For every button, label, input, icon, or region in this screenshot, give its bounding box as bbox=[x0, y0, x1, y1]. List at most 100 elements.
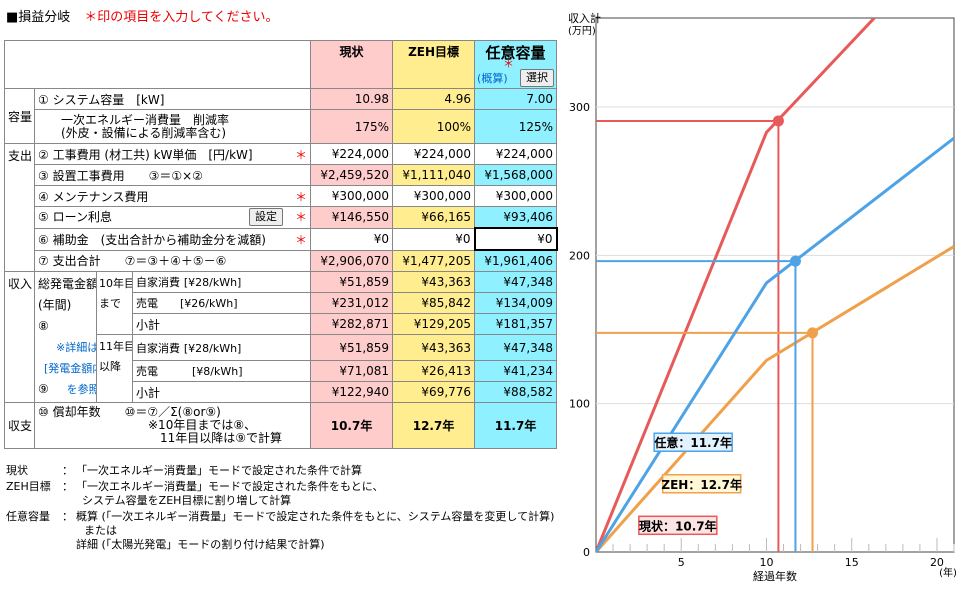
note-key: ZEH目標 bbox=[6, 480, 51, 493]
maint-current[interactable]: ¥300,000 bbox=[310, 185, 394, 207]
series-group bbox=[596, 18, 954, 552]
unit-price-optional[interactable]: ¥224,000 bbox=[474, 143, 558, 165]
sub2-current: ¥122,940 bbox=[310, 381, 394, 403]
self2-current: ¥51,859 bbox=[310, 334, 394, 361]
note-key: 任意容量 bbox=[6, 510, 50, 523]
section-income: 収入 bbox=[4, 271, 35, 403]
col-optional-sub: (概算) bbox=[477, 72, 508, 85]
note-optional: 任意容量 ：概算 (「一次エネルギー消費量」モードで設定された条件をもとに、システ… bbox=[6, 510, 554, 552]
page-title: ■損益分岐 bbox=[6, 10, 71, 25]
x-tick-label: 15 bbox=[845, 556, 859, 569]
per-year-label: (年間) bbox=[38, 298, 72, 312]
loan-current: ¥146,550 bbox=[310, 206, 394, 229]
self-label: 自家消費 bbox=[136, 341, 180, 355]
x-tick-label: 10 bbox=[759, 556, 773, 569]
self-unit: [¥28/kWh] bbox=[183, 276, 242, 289]
self1-zeh: ¥43,363 bbox=[392, 271, 476, 293]
settings-button[interactable]: 設定 bbox=[249, 208, 284, 227]
note-key: 現状 bbox=[6, 464, 28, 477]
reduction-label: 一次エネルギー消費量 削減率 (外皮・設備による削減率含む) bbox=[33, 109, 312, 144]
table-row: ⑤ ローン利息 ＊ 設定 ¥146,550 ¥66,165 ¥93,406 bbox=[5, 206, 558, 229]
breakeven-table: 現状 ZEH目標 任意容量 ＊ (概算) 選択 容量 ① システム容量 [kW]… bbox=[3, 40, 558, 449]
install-label: ③ 設置工事費用 ③＝①×② bbox=[33, 164, 312, 186]
total-exp-zeh: ¥1,477,205 bbox=[392, 249, 476, 272]
loan-label: ⑤ ローン利息 ＊ 設定 bbox=[33, 206, 312, 229]
sub1-zeh: ¥129,205 bbox=[392, 313, 476, 335]
x-axis-label: 経過年数 bbox=[753, 569, 797, 583]
subsidy-zeh[interactable]: ¥0 bbox=[392, 227, 476, 251]
note-current: 現状 ：「一次エネルギー消費量」モードで設定された条件で計算 bbox=[6, 464, 554, 478]
self-unit: [¥28/kWh] bbox=[183, 341, 242, 355]
reduction-zeh: 100% bbox=[392, 109, 476, 144]
payback-label: 任意：11.7年 bbox=[653, 435, 732, 450]
self1-label: 自家消費 [¥28/kWh] bbox=[131, 271, 312, 293]
payback-zeh: 12.7年 bbox=[392, 402, 476, 449]
table-row: ④ メンテナンス費用 ＊ ¥300,000 ¥300,000 ¥300,000 bbox=[5, 185, 558, 207]
table-row: ⑦ 支出合計 ⑦＝③＋④＋⑤－⑥ ¥2,906,070 ¥1,477,205 ¥… bbox=[5, 249, 558, 272]
y-axis-label: 収入計 bbox=[568, 11, 601, 25]
period-after11: 11年目 以降 bbox=[96, 334, 133, 403]
capacity-optional[interactable]: 7.00 bbox=[474, 88, 558, 110]
maint-text: ④ メンテナンス費用 bbox=[38, 189, 149, 204]
sell-unit: [¥26/kWh] bbox=[180, 297, 238, 310]
y-tick-label: 300 bbox=[569, 101, 590, 114]
series-line-2 bbox=[596, 136, 954, 552]
capacity-label: ① システム容量 [kW] bbox=[33, 88, 312, 110]
maint-zeh[interactable]: ¥300,000 bbox=[392, 185, 476, 207]
sell1-current: ¥231,012 bbox=[310, 292, 394, 314]
detail-ref: を参照 bbox=[66, 383, 97, 396]
reduction-optional: 125% bbox=[474, 109, 558, 144]
unit-price-zeh[interactable]: ¥224,000 bbox=[392, 143, 476, 165]
loan-zeh: ¥66,165 bbox=[392, 206, 476, 229]
series-line-0 bbox=[596, 18, 877, 552]
detail-link[interactable]: [発電金額内訳] bbox=[44, 362, 97, 375]
gen-total-label: 総発電金額 bbox=[38, 277, 97, 291]
sell1-optional: ¥134,009 bbox=[474, 292, 558, 314]
maint-label: ④ メンテナンス費用 ＊ bbox=[33, 185, 312, 207]
subsidy-current[interactable]: ¥0 bbox=[310, 227, 394, 251]
maint-optional[interactable]: ¥300,000 bbox=[474, 185, 558, 207]
asterisk-icon: ＊ bbox=[503, 57, 515, 70]
notes: 現状：「一次エネルギー消費量」モードで設定された条件で計算 ZEH目標 ：「一次エ… bbox=[6, 464, 554, 552]
self-label: 自家消費 bbox=[136, 276, 180, 289]
note-colon: ： bbox=[62, 480, 73, 493]
note-text: 「一次エネルギー消費量」モードで設定された条件をもとに、 bbox=[76, 480, 384, 493]
gen-total-cell: 総発電金額 ? (年間) ⑧ ※詳細は [発電金額内訳] ⑨ を参照 bbox=[34, 271, 97, 403]
table-row: 支出 ② 工事費用 (材工共) kW単価 [円/kW] ＊ ¥224,000 ¥2… bbox=[4, 143, 558, 272]
select-button[interactable]: 選択 bbox=[520, 69, 555, 87]
num9-label: ⑨ bbox=[38, 382, 49, 396]
unit-price-current[interactable]: ¥224,000 bbox=[310, 143, 394, 165]
total-exp-optional: ¥1,961,406 bbox=[474, 249, 558, 272]
table-row: 収支 ⑩ 償却年数 ⑩＝⑦／Σ(⑧or⑨) ※10年目までは⑧、 11年目以降は… bbox=[4, 402, 558, 449]
subsidy-optional[interactable]: ¥0 bbox=[473, 227, 558, 251]
payback-label: ⑩ 償却年数 ⑩＝⑦／Σ(⑧or⑨) ※10年目までは⑧、 11年目以降は⑨で計… bbox=[33, 402, 312, 449]
x-axis-unit: (年) bbox=[939, 566, 957, 579]
payback-label-box bbox=[661, 474, 742, 494]
page-header: ■損益分岐 ＊印の項目を入力してください。 bbox=[6, 6, 279, 25]
subsidy-label: ⑥ 補助金 (支出合計から補助金分を減額) ＊ bbox=[33, 227, 312, 251]
sell2-current: ¥71,081 bbox=[310, 360, 394, 382]
note-text: または bbox=[84, 524, 117, 537]
reduction-label-line2: (外皮・設備による削減率含む) bbox=[61, 125, 227, 140]
section-expense: 支出 bbox=[4, 143, 35, 272]
payback-label: 現状：10.7年 bbox=[639, 518, 717, 533]
col-zeh: ZEH目標 bbox=[392, 40, 476, 89]
asterisk-icon: ＊ bbox=[295, 189, 308, 204]
note-zeh: ZEH目標 ：「一次エネルギー消費量」モードで設定された条件をもとに、 システム容量… bbox=[6, 480, 554, 508]
sell2-zeh: ¥26,413 bbox=[392, 360, 476, 382]
sell2-optional: ¥41,234 bbox=[474, 360, 558, 382]
note-text: システム容量をZEH目標に割り増して計算 bbox=[82, 494, 292, 507]
breakeven-point bbox=[807, 327, 819, 339]
series-line-1 bbox=[596, 245, 954, 552]
table-row: 容量 ① システム容量 [kW] 10.98 4.96 7.00 bbox=[4, 88, 558, 144]
capacity-current: 10.98 bbox=[310, 88, 394, 110]
sell2-label: 売電 [¥8/kWh] bbox=[131, 360, 312, 382]
asterisk-icon: ＊ bbox=[295, 147, 308, 162]
table-row: 小計 ¥122,940 ¥69,776 ¥88,582 bbox=[5, 381, 558, 403]
table-row: 11年目 以降 自家消費 [¥28/kWh] ¥51,859 ¥43,363 ¥… bbox=[5, 334, 558, 403]
reduction-label-line1: 一次エネルギー消費量 削減率 bbox=[61, 112, 230, 127]
after11-label: 11年目 bbox=[99, 340, 133, 353]
note-text: 「一次エネルギー消費量」モードで設定された条件で計算 bbox=[76, 464, 362, 477]
asterisk-icon: ＊ bbox=[295, 232, 308, 247]
unit-price-text: ② 工事費用 (材工共) kW単価 [円/kW] bbox=[38, 147, 253, 162]
